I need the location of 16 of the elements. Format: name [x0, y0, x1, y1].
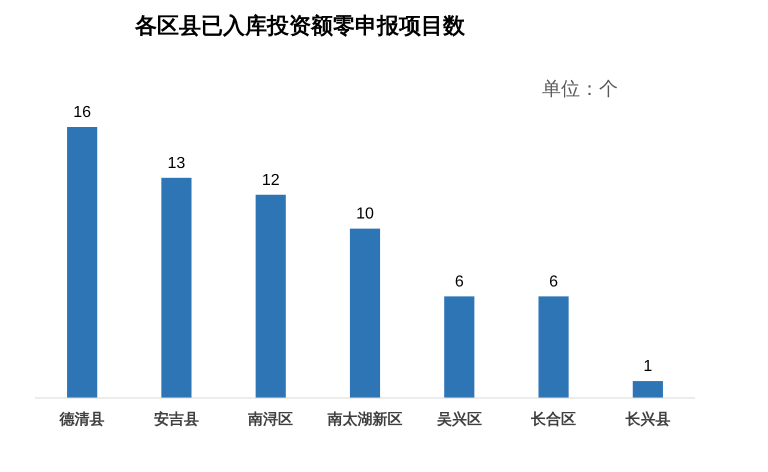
x-tick-label: 长合区	[530, 411, 576, 428]
data-label: 1	[643, 358, 652, 376]
x-tick-label: 安吉县	[154, 410, 199, 428]
chart-title: 各区县已入库投资额零申报项目数	[134, 13, 466, 38]
data-label: 10	[356, 206, 374, 223]
x-tick-label: 德清县	[58, 411, 105, 428]
x-tick-label: 南太湖新区	[326, 410, 402, 428]
data-label: 6	[549, 273, 558, 290]
text: 单位：个	[542, 79, 618, 100]
x-tick-label: 长兴县	[624, 411, 670, 428]
data-label: 13	[168, 154, 186, 172]
data-label: 6	[454, 273, 464, 290]
data-label: 16	[73, 104, 92, 121]
data-label: 12	[262, 172, 280, 189]
x-tick-label: 南浔区	[247, 411, 294, 428]
x-tick-label: 吴兴区	[436, 411, 482, 428]
